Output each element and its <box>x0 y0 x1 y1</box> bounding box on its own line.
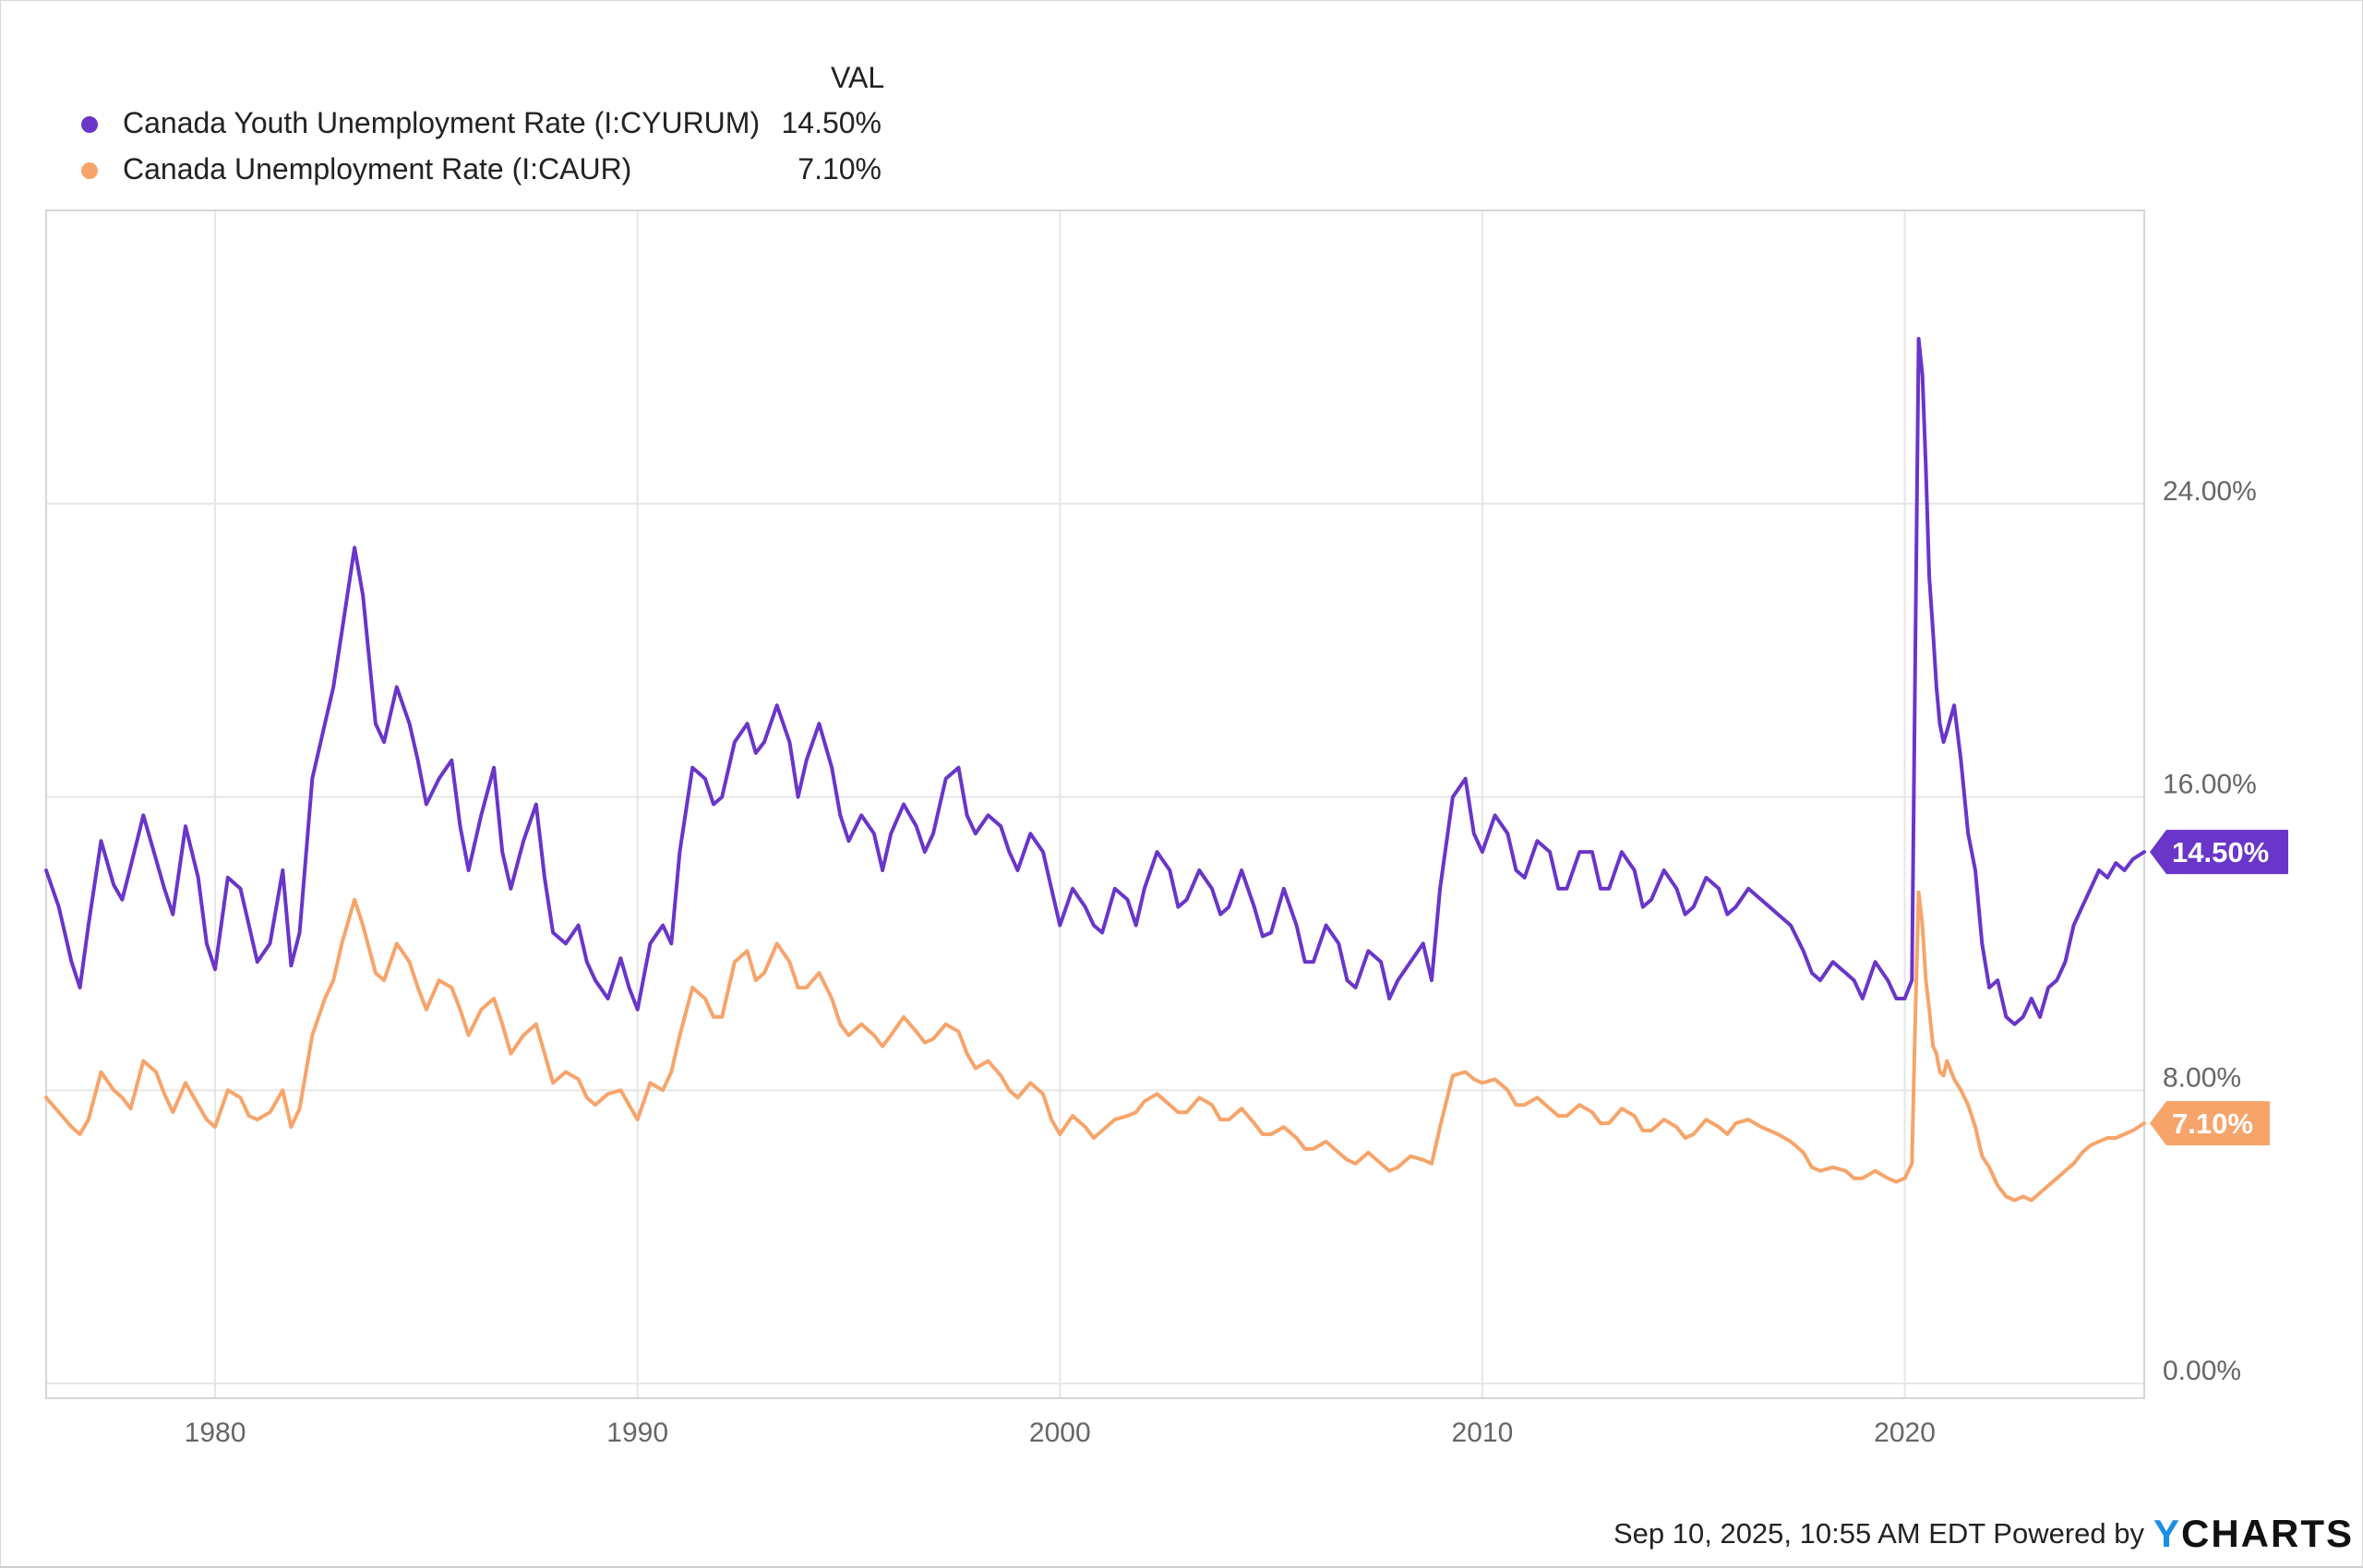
legend-series-value: 14.50% <box>781 106 882 139</box>
legend-value-header: VAL <box>831 61 885 94</box>
legend: VAL Canada Youth Unemployment Rate (I:CY… <box>74 54 905 192</box>
legend-series-value: 7.10% <box>798 152 882 186</box>
ycharts-logo[interactable]: YCHARTS <box>2153 1512 2354 1556</box>
x-axis-ticks: 1980 1990 2000 2010 2020 <box>185 1418 1936 1448</box>
ycharts-logo-y: Y <box>2153 1512 2181 1555</box>
series-dot-icon <box>81 162 98 179</box>
x-tick-label: 2000 <box>1029 1418 1091 1448</box>
y-tick-label: 16.00% <box>2163 770 2257 800</box>
legend-item-youth-unemployment[interactable]: Canada Youth Unemployment Rate (I:CYURUM… <box>74 103 905 144</box>
badge-value-label: 7.10% <box>2172 1107 2253 1140</box>
series-lines <box>44 337 2146 1203</box>
x-tick-label: 2010 <box>1452 1418 1514 1448</box>
series-line-1 <box>44 890 2146 1203</box>
badge-shape <box>2150 830 2288 875</box>
y-tick-label: 24.00% <box>2163 476 2257 507</box>
x-tick-label: 1980 <box>185 1418 246 1448</box>
plot-area-border <box>45 209 2145 1399</box>
ycharts-logo-text: CHARTS <box>2181 1512 2354 1555</box>
badge-shape <box>2150 1101 2270 1146</box>
series-dot-icon <box>81 116 98 133</box>
y-tick-label: 0.00% <box>2163 1356 2241 1386</box>
last-value-badge-1: 7.10% <box>2150 1101 2270 1146</box>
x-tick-label: 1990 <box>606 1418 668 1448</box>
legend-series-name: Canada Youth Unemployment Rate (I:CYURUM… <box>123 106 761 139</box>
x-tick-label: 2020 <box>1874 1418 1936 1448</box>
series-line-0 <box>44 337 2146 1026</box>
legend-item-unemployment[interactable]: Canada Unemployment Rate (I:CAUR) 7.10% <box>74 150 905 190</box>
y-axis-ticks: 0.00% 8.00% 16.00% 24.00% <box>2163 476 2257 1386</box>
y-tick-label: 8.00% <box>2163 1062 2241 1093</box>
footer-timestamp: Sep 10, 2025, 10:55 AM EDT Powered by <box>1613 1517 2144 1550</box>
gridlines <box>46 210 2144 1398</box>
footer-attribution: Sep 10, 2025, 10:55 AM EDT Powered by YC… <box>1613 1511 2354 1557</box>
last-value-badge-0: 14.50% <box>2150 830 2288 875</box>
badge-value-label: 14.50% <box>2172 836 2269 868</box>
last-value-badges: 14.50% 7.10% <box>2150 830 2288 1146</box>
legend-series-name: Canada Unemployment Rate (I:CAUR) <box>123 152 632 186</box>
